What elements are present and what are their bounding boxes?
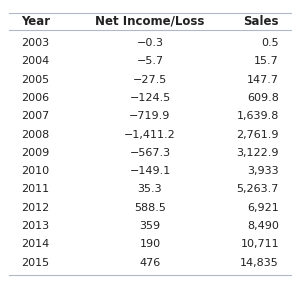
Text: 190: 190	[140, 239, 160, 249]
Text: 2009: 2009	[21, 148, 49, 158]
Text: 2007: 2007	[21, 111, 49, 121]
Text: 2015: 2015	[21, 258, 49, 267]
Text: 588.5: 588.5	[134, 203, 166, 213]
Text: 14,835: 14,835	[240, 258, 279, 267]
Text: 3,122.9: 3,122.9	[236, 148, 279, 158]
Text: 10,711: 10,711	[240, 239, 279, 249]
Text: 8,490: 8,490	[247, 221, 279, 231]
Text: 0.5: 0.5	[261, 38, 279, 48]
Text: 2008: 2008	[21, 130, 49, 140]
Text: 5,263.7: 5,263.7	[237, 185, 279, 194]
Text: −149.1: −149.1	[129, 166, 171, 176]
Text: −124.5: −124.5	[129, 93, 171, 103]
Text: 2014: 2014	[21, 239, 49, 249]
Text: 2004: 2004	[21, 56, 49, 67]
Text: −719.9: −719.9	[129, 111, 171, 121]
Text: −1,411.2: −1,411.2	[124, 130, 176, 140]
Text: 1,639.8: 1,639.8	[237, 111, 279, 121]
Text: 2,761.9: 2,761.9	[236, 130, 279, 140]
Text: 359: 359	[140, 221, 160, 231]
Text: 2012: 2012	[21, 203, 49, 213]
Text: 2010: 2010	[21, 166, 49, 176]
Text: −27.5: −27.5	[133, 75, 167, 85]
Text: 3,933: 3,933	[248, 166, 279, 176]
Text: −5.7: −5.7	[136, 56, 164, 67]
Text: 2005: 2005	[21, 75, 49, 85]
Text: 6,921: 6,921	[247, 203, 279, 213]
Text: −0.3: −0.3	[136, 38, 164, 48]
Text: 35.3: 35.3	[138, 185, 162, 194]
Text: 2006: 2006	[21, 93, 49, 103]
Text: 15.7: 15.7	[254, 56, 279, 67]
Text: 2013: 2013	[21, 221, 49, 231]
Text: 147.7: 147.7	[247, 75, 279, 85]
Text: Net Income/Loss: Net Income/Loss	[95, 15, 205, 28]
Text: −567.3: −567.3	[129, 148, 171, 158]
Text: 609.8: 609.8	[247, 93, 279, 103]
Text: 2003: 2003	[21, 38, 49, 48]
Text: 2011: 2011	[21, 185, 49, 194]
Text: 476: 476	[140, 258, 160, 267]
Text: Year: Year	[21, 15, 50, 28]
Text: Sales: Sales	[244, 15, 279, 28]
